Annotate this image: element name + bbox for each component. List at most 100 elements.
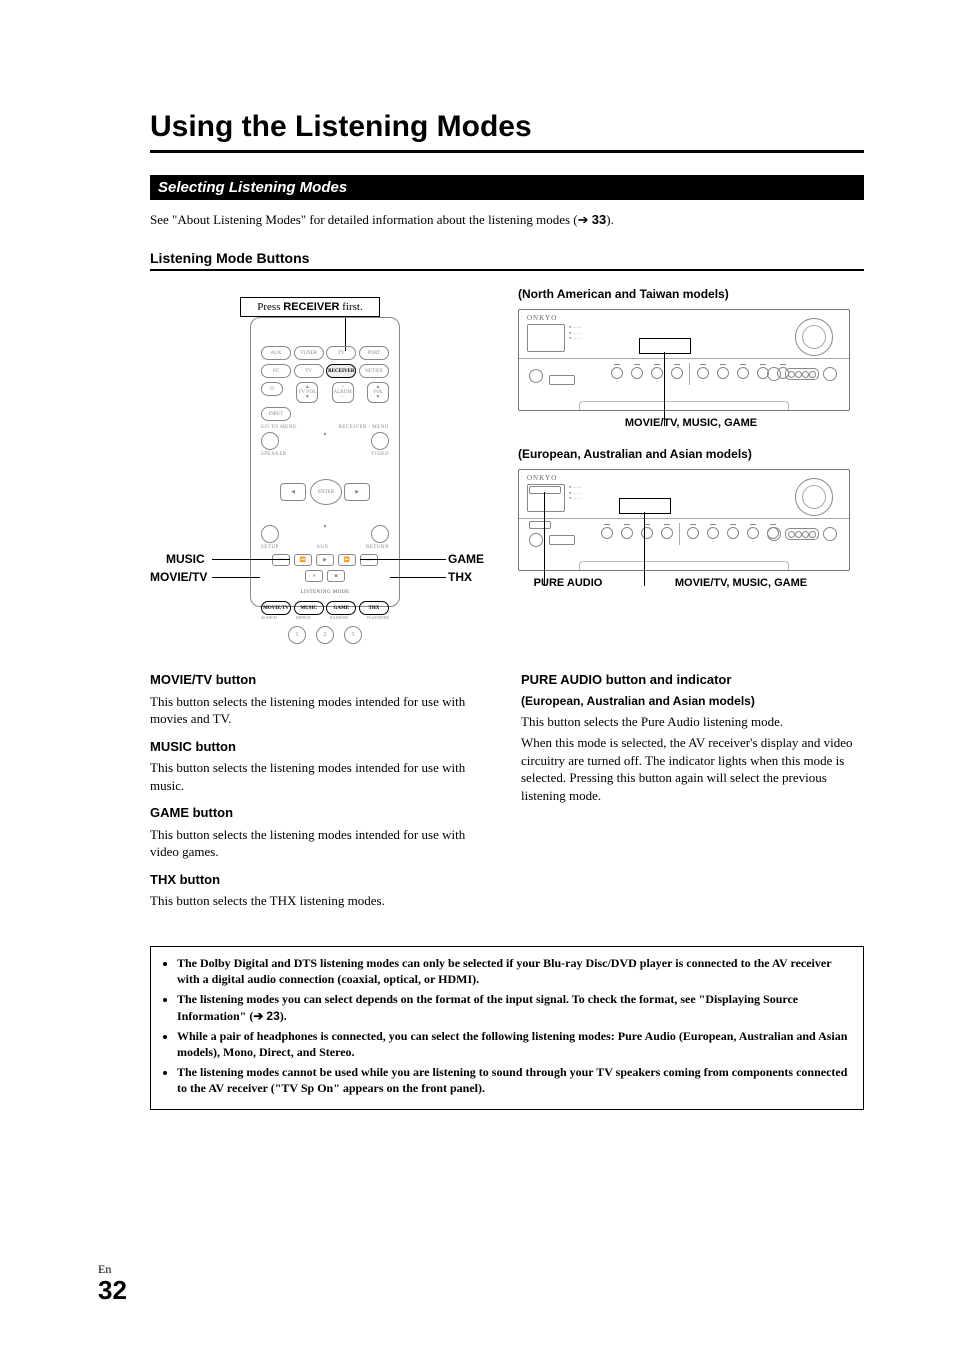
sel-6[interactable]	[717, 367, 729, 379]
eu-au-asia-label: (European, Australian and Asian models)	[518, 447, 864, 461]
arrow-icon: ➔	[578, 212, 589, 227]
remote-body: AUX TUNER TV PORT PC TV RECEIVER NET/EX …	[250, 317, 400, 607]
album-rocker[interactable]: +ALBUM−	[332, 382, 354, 403]
remote-diagram-column: Press RECEIVER first. AUX TUNER TV PORT …	[150, 287, 490, 647]
remote-row-2: PC TV RECEIVER NET/EX	[261, 364, 389, 378]
right-controls	[767, 367, 837, 381]
power-dial-2[interactable]	[529, 533, 543, 547]
num-1-button[interactable]: 1	[288, 626, 306, 644]
skip-fwd-button[interactable]: ⏭	[360, 554, 378, 566]
volume-knob-2[interactable]	[795, 478, 833, 516]
remote-row-1: AUX TUNER TV PORT	[261, 346, 389, 360]
thx-leader-line	[390, 577, 446, 578]
dial2-r1[interactable]	[767, 527, 781, 541]
ffwd-button[interactable]: ⏩	[338, 554, 356, 566]
rewind-button[interactable]: ⏪	[294, 554, 312, 566]
enter-button[interactable]: ENTER	[310, 479, 342, 505]
sel2-8[interactable]	[747, 527, 759, 539]
netex-button[interactable]: NET/EX	[359, 364, 389, 378]
dial-r1[interactable]	[767, 367, 781, 381]
tv2-button[interactable]: TV	[294, 364, 324, 378]
game-mode-button[interactable]: GAME	[326, 601, 356, 615]
dial2-r2[interactable]	[823, 527, 837, 541]
sel2-5[interactable]	[687, 527, 699, 539]
vol-rocker[interactable]: ▲VOL▼	[367, 382, 389, 403]
game-button-desc: This button selects the listening modes …	[150, 826, 493, 861]
note-3: While a pair of headphones is connected,…	[177, 1028, 851, 1060]
pause-button[interactable]: ⏸	[305, 570, 323, 582]
dpad-left[interactable]: ◀	[280, 483, 306, 501]
sel2-2[interactable]	[621, 527, 633, 539]
speaker-button[interactable]	[261, 432, 279, 450]
sel2-6[interactable]	[707, 527, 719, 539]
sel-1[interactable]	[611, 367, 623, 379]
note-1: The Dolby Digital and DTS listening mode…	[177, 955, 851, 987]
power-dial[interactable]	[529, 369, 543, 383]
sel-7[interactable]	[737, 367, 749, 379]
thx-leader-label: THX	[448, 570, 472, 584]
capsule-buttons[interactable]	[785, 368, 819, 380]
capsule-buttons-2[interactable]	[785, 528, 819, 540]
sel-4[interactable]	[671, 367, 683, 379]
remote-input-row: INPUT	[261, 407, 389, 421]
music-button-heading: MUSIC button	[150, 738, 493, 756]
device-na-label: MOVIE/TV, MUSIC, GAME	[518, 417, 864, 429]
sel2-3[interactable]	[641, 527, 653, 539]
power-button[interactable]: ⏻	[261, 382, 283, 396]
callout-eu-pure	[544, 492, 545, 586]
sel-3[interactable]	[651, 367, 663, 379]
num-3-button[interactable]: 3	[344, 626, 362, 644]
movietv-button-heading: MOVIE/TV button	[150, 671, 493, 689]
pure-audio-button-panel[interactable]	[529, 486, 561, 494]
sub-heading-text: Listening Mode Buttons	[150, 250, 864, 271]
headphone-jack[interactable]	[549, 375, 575, 385]
port-button[interactable]: PORT	[359, 346, 389, 360]
sel2-1[interactable]	[601, 527, 613, 539]
music-leader-line	[212, 559, 290, 560]
lower-columns: MOVIE/TV button This button selects the …	[150, 671, 864, 914]
sel-5[interactable]	[697, 367, 709, 379]
tuner-button[interactable]: TUNER	[294, 346, 324, 360]
game-button-heading: GAME button	[150, 804, 493, 822]
remote-diagram: Press RECEIVER first. AUX TUNER TV PORT …	[150, 297, 490, 647]
device-eu-labels: PURE AUDIO MOVIE/TV, MUSIC, GAME	[518, 577, 864, 589]
sel-2[interactable]	[631, 367, 643, 379]
movietv-button-desc: This button selects the listening modes …	[150, 693, 493, 728]
upper-columns: Press RECEIVER first. AUX TUNER TV PORT …	[150, 287, 864, 647]
num-2-button[interactable]: 2	[316, 626, 334, 644]
receiver-button[interactable]: RECEIVER	[326, 364, 356, 378]
mmg-label: MOVIE/TV, MUSIC, GAME	[618, 577, 864, 589]
tv-button[interactable]: TV	[326, 346, 356, 360]
power-switch[interactable]	[529, 521, 551, 529]
thx-mode-button[interactable]: THX	[359, 601, 389, 615]
pc-button[interactable]: PC	[261, 364, 291, 378]
game-leader-line	[360, 559, 446, 560]
mode-buttons-box-2	[619, 498, 671, 514]
dial-r2[interactable]	[823, 367, 837, 381]
input-button[interactable]: INPUT	[261, 407, 291, 421]
row-labels-1: SPEAKERVIDEO	[261, 452, 389, 457]
skip-back-button[interactable]: ⏮	[272, 554, 290, 566]
aux-button[interactable]: AUX	[261, 346, 291, 360]
device-na-upper: ONKYO ● — —● — —● — —	[519, 310, 849, 359]
stop-button[interactable]: ■	[327, 570, 345, 582]
movie-tv-mode-button[interactable]: MOVIE/TV	[261, 601, 291, 615]
return-button[interactable]	[371, 525, 389, 543]
volume-knob[interactable]	[795, 318, 833, 356]
sel2-7[interactable]	[727, 527, 739, 539]
headphone-jack-2[interactable]	[549, 535, 575, 545]
standby-leds-2: ● — —● — —● — —	[569, 484, 581, 501]
listening-mode-row: MOVIE/TV MUSIC GAME THX	[261, 601, 389, 615]
playback-row-2: ⏸ ■	[261, 570, 389, 582]
setup-button[interactable]	[261, 525, 279, 543]
page-title: Using the Listening Modes	[150, 110, 864, 153]
sel2-4[interactable]	[661, 527, 673, 539]
movietv-leader-label: MOVIE/TV	[150, 570, 207, 584]
standby-leds: ● — —● — —● — —	[569, 324, 581, 341]
video-button[interactable]	[371, 432, 389, 450]
play-button[interactable]: ▶	[316, 554, 334, 566]
dpad-right[interactable]: ▶	[344, 483, 370, 501]
tv-vol-rocker[interactable]: ▲TV VOL▼	[296, 382, 318, 403]
goto-menu-label: GO TO MENU RECEIVER / MENU	[261, 425, 389, 430]
music-mode-button[interactable]: MUSIC	[294, 601, 324, 615]
